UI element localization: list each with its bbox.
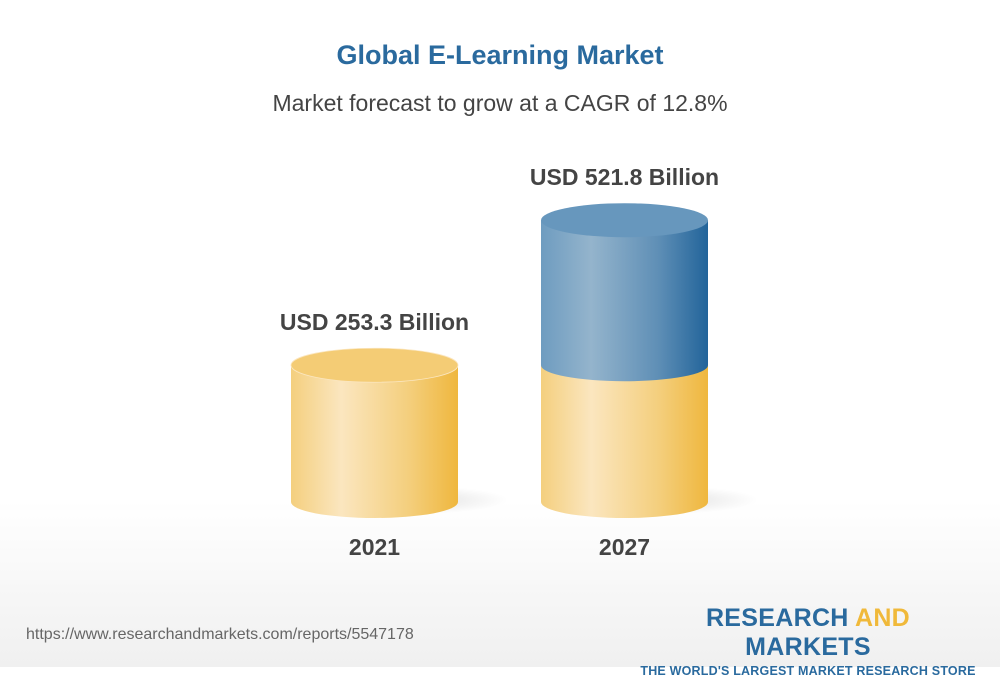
report-url[interactable]: https://www.researchandmarkets.com/repor…: [26, 626, 414, 643]
category-label: 2021: [349, 534, 400, 560]
cylinder-growth-segment: [541, 220, 708, 382]
data-label: USD 253.3 Billion: [280, 309, 469, 335]
cylinder-base-segment: [291, 365, 458, 518]
data-label: USD 521.8 Billion: [530, 164, 719, 190]
research-and-markets-logo: RESEARCH AND MARKETS THE WORLD'S LARGEST…: [640, 604, 976, 678]
chart-title: Global E-Learning Market: [336, 40, 664, 70]
cylinder-top: [541, 203, 708, 238]
cylinder-base-segment: [541, 365, 708, 518]
cylinder-top: [290, 347, 459, 383]
chart-subtitle: Market forecast to grow at a CAGR of 12.…: [272, 90, 728, 116]
cylinder-chart: USD 253.3 Billion 2021 USD 521.8 Billion 20…: [280, 164, 758, 560]
category-label: 2027: [599, 534, 650, 560]
